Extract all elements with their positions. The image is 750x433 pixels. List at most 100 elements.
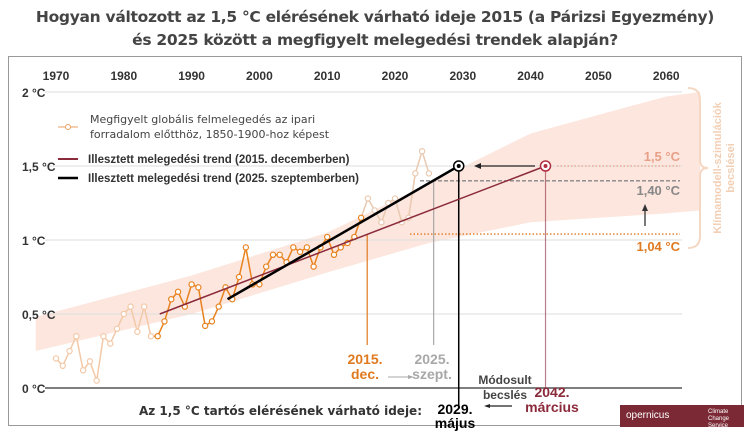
observed-point xyxy=(364,195,372,202)
observed-segment xyxy=(95,336,105,381)
observed-point xyxy=(330,251,338,258)
observed-point xyxy=(59,362,66,369)
observed-segment xyxy=(184,284,193,307)
observed-point xyxy=(113,325,121,332)
observed-segment xyxy=(89,361,98,381)
legend-trend-2015-label: Illesztett melegedési trend (2015. decem… xyxy=(88,154,350,166)
side-label: Klímamodell-szimulációk xyxy=(712,101,724,233)
revised-label: Módosult xyxy=(478,373,531,387)
observed-point xyxy=(140,303,148,310)
x-tick-label: 1980 xyxy=(110,69,137,83)
observed-point xyxy=(303,244,311,251)
observed-point xyxy=(276,251,283,258)
marker-label-year: 2029. xyxy=(437,401,472,417)
trend-2015-endpoint-dot xyxy=(543,164,548,168)
revised-arrow-head xyxy=(484,404,490,408)
observed-point xyxy=(86,358,94,365)
chart-title-line2: és 2025 között a megfigyelt melegedési t… xyxy=(132,31,618,49)
marker-label-year: 2025. xyxy=(414,351,449,367)
trend-2025-endpoint-dot xyxy=(456,164,461,168)
marker-label-month: szept. xyxy=(412,366,452,382)
y-tick-label: 0 °C xyxy=(22,382,46,396)
observed-point xyxy=(107,340,114,347)
y-tick-label: 1,5 °C xyxy=(22,160,56,174)
reference-label: 1,40 °C xyxy=(636,183,680,198)
observed-point xyxy=(168,296,175,303)
x-tick-label: 2050 xyxy=(585,69,612,83)
left-arrow-head xyxy=(474,163,481,169)
observed-point xyxy=(296,248,304,256)
observed-point xyxy=(147,333,155,340)
x-tick-label: 2010 xyxy=(314,69,341,83)
observed-point xyxy=(195,284,202,291)
observed-point xyxy=(134,328,141,335)
reference-label: 1,5 °C xyxy=(644,149,681,164)
observed-segment xyxy=(407,173,417,218)
observed-point xyxy=(52,355,60,362)
x-tick-label: 2030 xyxy=(449,69,476,83)
legend-observed-label: Megfigyelt globális felmelegedés az ipar… xyxy=(90,113,315,126)
observed-segment xyxy=(197,287,206,326)
legend-observed-label: forradalom előtthöz, 1850-1900-hoz képes… xyxy=(90,128,330,141)
observed-segment xyxy=(136,306,145,332)
observed-point xyxy=(154,333,161,340)
trend-line-2025 xyxy=(226,164,460,301)
observed-point xyxy=(79,367,87,374)
x-tick-label: 1970 xyxy=(43,69,70,83)
y-tick-label: 0,5 °C xyxy=(22,308,56,322)
marker-label-month: dec. xyxy=(351,366,379,382)
logo-brand: opernicus xyxy=(626,410,670,421)
legend-observed-marker xyxy=(65,124,71,130)
observed-point xyxy=(242,244,250,251)
observed-segment xyxy=(143,306,152,337)
observed-segment xyxy=(360,198,369,219)
marker-label-month: március xyxy=(525,399,579,415)
observed-point xyxy=(357,214,365,221)
observed-point xyxy=(66,347,73,355)
observed-point xyxy=(93,377,100,384)
observed-segment xyxy=(218,287,227,307)
up-arrow-head xyxy=(642,204,648,211)
observed-point xyxy=(391,195,399,202)
observed-segment xyxy=(421,150,430,174)
observed-segment xyxy=(414,150,423,174)
y-tick-label: 2 °C xyxy=(22,86,46,100)
observed-point xyxy=(201,322,209,330)
gray-arrow-head xyxy=(408,375,414,379)
marker-label-year: 2015. xyxy=(347,351,382,367)
reference-label: 1,04 °C xyxy=(636,239,680,254)
model-band xyxy=(35,92,701,351)
chart-frame xyxy=(8,56,742,426)
brace xyxy=(687,87,709,249)
observed-point xyxy=(208,318,216,325)
observed-point xyxy=(161,318,168,325)
observed-point xyxy=(290,244,297,251)
observed-point xyxy=(235,273,243,281)
observed-segment xyxy=(353,217,362,238)
marker-label-year: 2042. xyxy=(534,384,569,400)
logo-service: Climate Change Service xyxy=(708,409,730,429)
observed-point xyxy=(188,281,195,288)
observed-point xyxy=(100,333,107,340)
observed-point xyxy=(412,170,419,177)
revised-label: becslés xyxy=(483,388,527,402)
observed-point xyxy=(425,170,433,177)
copernicus-logo: opernicus Climate Change Service xyxy=(620,405,744,429)
x-tick-label: 2040 xyxy=(517,69,544,83)
observed-point xyxy=(127,303,134,310)
x-tick-label: 1990 xyxy=(178,69,205,83)
x-tick-label: 2060 xyxy=(653,69,680,83)
marker-label-month: május xyxy=(435,415,476,431)
observed-segment xyxy=(312,247,322,267)
bottom-label: Az 1,5 °C tartós elérésének várható idej… xyxy=(139,404,422,418)
observed-point xyxy=(378,219,385,226)
x-tick-label: 2020 xyxy=(382,69,409,83)
observed-point xyxy=(73,333,80,340)
chart-title-line1: Hogyan változott az 1,5 °C elérésének vá… xyxy=(35,8,715,26)
observed-point xyxy=(310,263,317,270)
y-tick-label: 1 °C xyxy=(22,234,46,248)
legend-trend-2025-label: Illesztett melegedési trend (2025. szept… xyxy=(88,173,359,185)
observed-segment xyxy=(75,336,84,371)
observed-point xyxy=(174,288,182,295)
x-tick-label: 2000 xyxy=(246,69,273,83)
